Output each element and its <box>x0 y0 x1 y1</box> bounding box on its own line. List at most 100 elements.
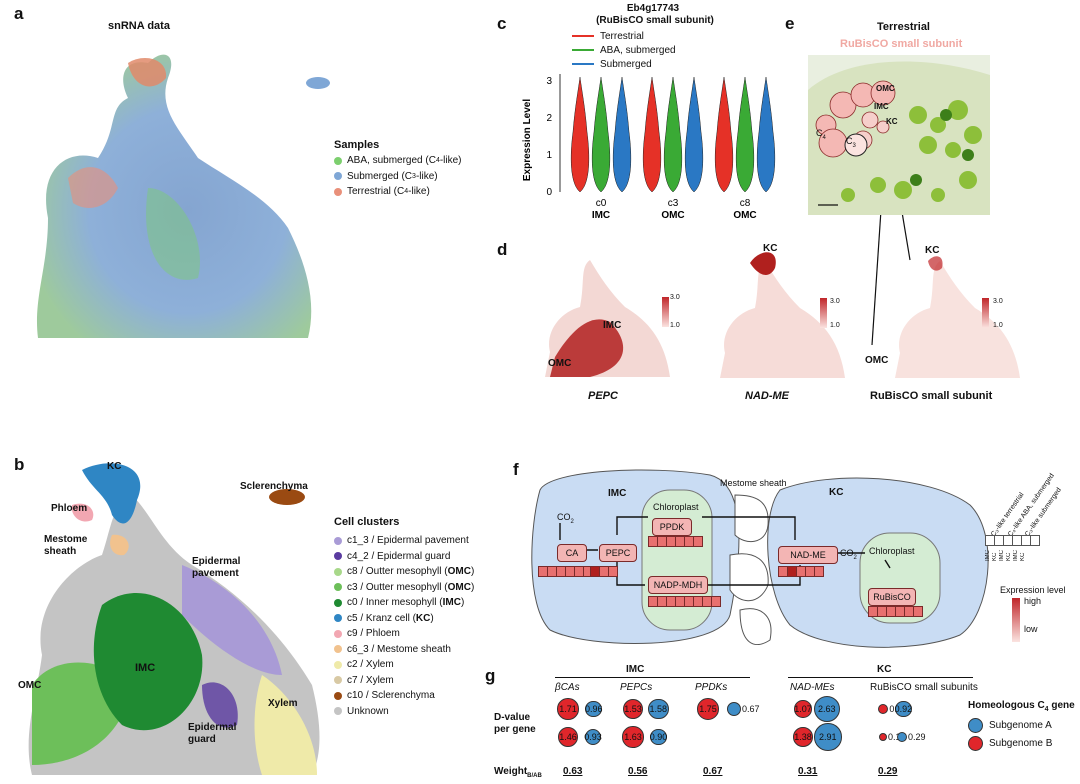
legend-label: c5 / Kranz cell ( <box>347 612 416 624</box>
bubble-subgenome-A: 2.91 <box>814 723 842 751</box>
legend-dot <box>334 536 342 545</box>
label-guard-1: Epidermal <box>188 722 237 733</box>
feature-cloud <box>720 261 845 378</box>
bubble-subgenome-A: 0.67 <box>726 701 760 717</box>
legend-tail: ) <box>470 581 475 593</box>
cluster-legend-item: c4_2 / Epidermal guard <box>334 549 474 565</box>
cluster-phloem <box>71 503 94 522</box>
cluster-legend-item: c7 / Xylem <box>334 673 474 689</box>
weight-value: 0.67 <box>703 766 723 777</box>
g-imc-line <box>555 677 750 678</box>
mestome-cell-2 <box>729 553 769 602</box>
panel-label-b: b <box>14 455 25 474</box>
panel-label-d: d <box>497 240 508 259</box>
mestome-cell-1 <box>734 494 769 543</box>
label-kc-f: KC <box>829 487 844 498</box>
scale-lo: 1.0 <box>993 322 1003 329</box>
gene-family-label: NAD-MEs <box>790 682 835 693</box>
feature-hot <box>928 256 943 271</box>
panel-label-g: g <box>485 666 496 685</box>
legend-label: c2 / Xylem <box>347 659 394 671</box>
cluster-legend-item: c2 / Xylem <box>334 657 474 673</box>
violin <box>570 76 590 193</box>
enzyme-nadpmdh: NADP-MDH <box>648 576 708 594</box>
label-chloroplast-imc: Chloroplast <box>653 502 699 512</box>
x-tick-cell: OMC <box>661 210 684 221</box>
cluster-legend-item: c8 / Outter mesophyll (OMC) <box>334 564 474 580</box>
cluster-legend-item: c9 / Phloem <box>334 626 474 642</box>
bubble-value: 1.75 <box>699 703 717 714</box>
label-guard-2: guard <box>188 734 216 745</box>
expression-cell <box>711 596 721 607</box>
label-kc: KC <box>107 461 122 472</box>
bubble-value: 1.07 <box>794 703 812 714</box>
feature-plot-nadme <box>720 252 845 378</box>
umap-terrestrial-region <box>128 58 167 87</box>
legend-tail: -like) <box>408 186 430 198</box>
expr-low: low <box>1024 624 1038 634</box>
samples-legend-title: Samples <box>334 139 380 151</box>
bubble-subgenome-B: 1.53 <box>622 698 644 720</box>
violin <box>684 76 704 193</box>
label-mestome-sheath: Mestome sheath <box>44 534 87 558</box>
weight-value: 0.56 <box>628 766 648 777</box>
label-omc-d2: OMC <box>865 355 889 366</box>
panel-label-a: a <box>14 4 24 23</box>
violin <box>735 76 755 193</box>
g-legend-item: Subgenome B <box>968 734 1052 752</box>
y-tick-label: 0 <box>546 187 552 198</box>
mini-label: IMC <box>999 550 1005 561</box>
weight-value: 0.29 <box>878 766 898 777</box>
y-tick-label: 1 <box>546 150 552 161</box>
legend-dot <box>334 552 342 561</box>
bubble-value: 1.38 <box>794 731 812 742</box>
scale-bar <box>982 298 989 328</box>
violin <box>642 76 662 193</box>
legend-dot <box>334 187 342 196</box>
g-legend-title-sub: 4 <box>1044 706 1049 713</box>
umap-aba-region <box>146 188 200 280</box>
legend-dot <box>334 645 342 654</box>
bubble-subgenome-B: 1.75 <box>697 698 719 720</box>
expr-high: high <box>1024 596 1042 606</box>
legend-circle-b <box>968 735 983 751</box>
feature-plot-rubisco <box>895 256 1020 378</box>
legend-tail: -like) <box>415 170 438 182</box>
bubble-value: 1.53 <box>624 703 642 714</box>
c3-main: C <box>846 136 853 146</box>
clusters-legend-title: Cell clusters <box>334 516 400 528</box>
enzyme-ca: CA <box>557 544 587 562</box>
expression-bar <box>868 606 923 617</box>
bubble-subgenome-B: 0.35 <box>877 703 907 715</box>
label-kc-e: KC <box>886 117 898 126</box>
bubble-value: 0.16 <box>888 732 906 742</box>
kranz-cell <box>844 133 868 157</box>
label-mestome-1: Mestome <box>44 534 88 545</box>
legend-dot <box>334 583 342 592</box>
panel-label-c: c <box>497 14 507 33</box>
g-legend-item: Subgenome A <box>968 716 1052 734</box>
cluster-epidermal-guard <box>202 682 238 728</box>
label-mestome-f: Mestome sheath <box>720 478 787 488</box>
enzyme-rubisco: RuBisCO <box>868 588 916 606</box>
label-xylem: Xylem <box>268 698 298 709</box>
enzyme-ppdk: PPDK <box>652 518 692 536</box>
bubble-subgenome-A: 0.92 <box>895 700 912 718</box>
gene-label-nadme: NAD-ME <box>745 390 789 402</box>
bubble-value: 0.67 <box>742 703 760 714</box>
bubble-subgenome-A: 2.63 <box>813 695 840 723</box>
legend-line <box>572 49 594 51</box>
y-tick-label: 3 <box>546 76 552 87</box>
legend-dot <box>334 660 342 669</box>
label-imc-e: IMC <box>874 102 889 111</box>
c4-main: C <box>816 128 823 138</box>
micrograph <box>808 55 990 215</box>
scale-hi: 3.0 <box>993 298 1003 305</box>
mini-grid <box>985 535 1040 546</box>
weight-label: WeightB/AB <box>494 766 542 779</box>
label-omc-d: OMC <box>548 358 572 369</box>
bubble-subgenome-B: 1.63 <box>622 726 644 748</box>
mini-label: IMC <box>1013 550 1019 561</box>
label-chloroplast-kc: Chloroplast <box>869 546 915 556</box>
panel-a-title: snRNA data <box>108 20 170 32</box>
